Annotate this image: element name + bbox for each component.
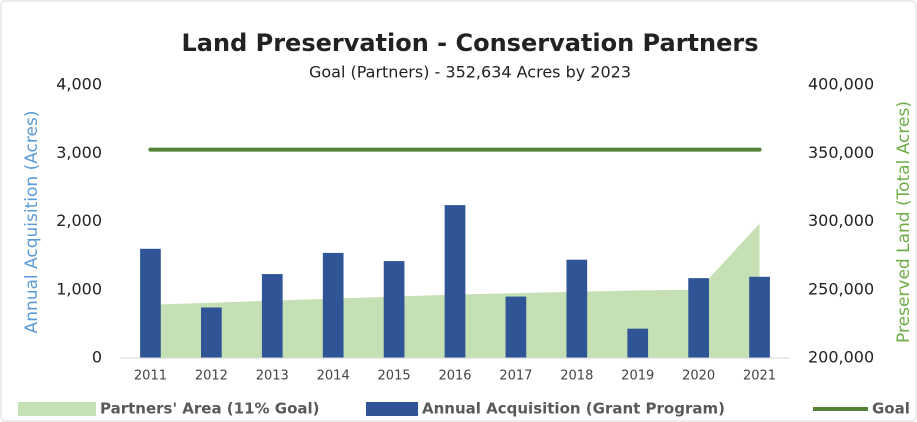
y2-tick-label: 200,000 [808, 348, 874, 367]
bar [383, 261, 405, 358]
legend-swatch [366, 402, 418, 416]
y-tick-label: 0 [92, 348, 102, 367]
bar [140, 248, 161, 358]
bar [505, 296, 527, 358]
chart-subtitle: Goal (Partners) - 352,634 Acres by 2023 [309, 63, 631, 82]
area [150, 223, 760, 358]
x-tick-label: 2013 [256, 369, 289, 384]
y-tick-label: 4,000 [56, 75, 102, 94]
bar [566, 259, 588, 358]
x-tick-label: 2021 [743, 369, 776, 384]
bar [444, 205, 466, 358]
chart-title: Land Preservation - Conservation Partner… [182, 29, 759, 57]
bar [749, 276, 770, 358]
legend-swatch [18, 402, 96, 416]
bar [627, 328, 649, 358]
y2-tick-label: 350,000 [808, 143, 874, 162]
y2-tick-label: 250,000 [808, 279, 874, 298]
x-tick-label: 2012 [195, 369, 228, 384]
bar [201, 307, 222, 358]
y-tick-label: 1,000 [56, 279, 102, 298]
legend-label: Partners' Area (11% Goal) [100, 400, 320, 418]
y2-axis-title: Preserved Land (Total Acres) [894, 101, 914, 343]
x-tick-label: 2011 [134, 369, 167, 384]
y-axis-title: Annual Acquisition (Acres) [22, 111, 42, 334]
legend-label: Annual Acquisition (Grant Program) [422, 400, 725, 418]
y2-tick-label: 400,000 [808, 75, 874, 94]
x-tick-label: 2015 [378, 369, 411, 384]
legend-label: Goal [872, 400, 910, 418]
bar [261, 274, 283, 358]
bar [322, 252, 344, 358]
x-tick-label: 2016 [438, 369, 471, 384]
x-tick-label: 2018 [560, 369, 593, 384]
x-tick-label: 2017 [499, 369, 532, 384]
x-tick-label: 2014 [317, 369, 350, 384]
bar [688, 278, 709, 358]
y-tick-label: 3,000 [56, 143, 102, 162]
x-tick-label: 2020 [682, 369, 715, 384]
y2-tick-label: 300,000 [808, 211, 874, 230]
y-tick-label: 2,000 [56, 211, 102, 230]
x-tick-label: 2019 [621, 369, 654, 384]
